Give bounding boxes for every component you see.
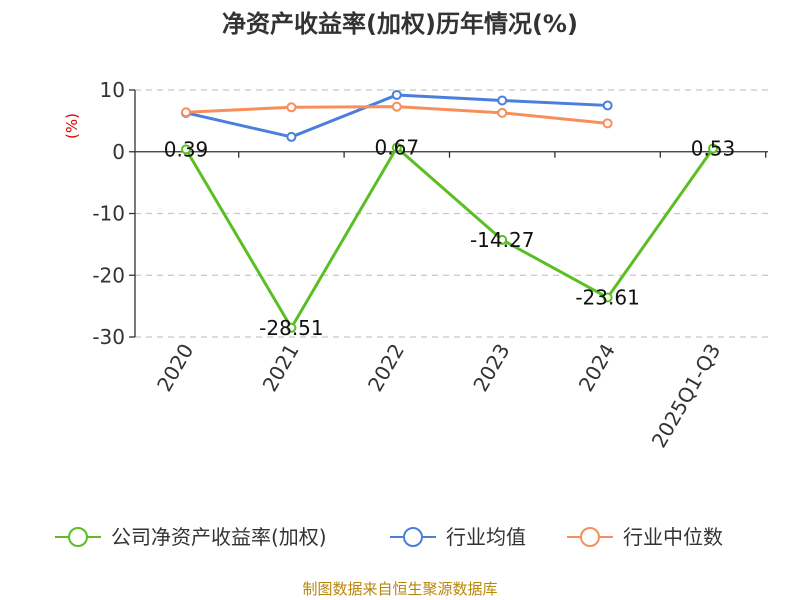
data-point <box>181 144 191 155</box>
legend-label: 行业中位数 <box>623 525 723 549</box>
data-label: 0.67 <box>375 136 420 160</box>
data-point <box>181 107 191 118</box>
data-point <box>497 95 508 106</box>
y-tick-label: 10 <box>100 78 125 102</box>
y-axis-unit: (%) <box>63 113 81 139</box>
data-point <box>602 118 613 129</box>
x-tick-label: 2024 <box>574 340 620 396</box>
y-tick-label: 0 <box>112 140 125 164</box>
legend-swatch-marker <box>68 527 88 547</box>
source-note: 制图数据来自恒生聚源数据库 <box>302 580 497 598</box>
data-label: 0.53 <box>691 136 736 160</box>
data-point <box>391 89 402 100</box>
grid-lines <box>135 89 768 338</box>
axes: 10 0 -10 -20 -30 2020 2021 2022 2023 2024 2025Q1-Q… <box>92 78 768 452</box>
data-point <box>497 107 508 118</box>
data-point <box>602 292 613 303</box>
data-point <box>391 142 402 153</box>
x-tick-label: 2022 <box>363 340 409 396</box>
data-point <box>286 322 297 333</box>
y-tick-label: -30 <box>92 325 125 349</box>
y-tick-label: -10 <box>92 202 125 226</box>
series-group <box>181 89 718 333</box>
data-point <box>602 100 613 111</box>
legend: 公司净资产收益率(加权) 行业均值 行业中位数 <box>55 525 723 549</box>
x-tick-label: 2025Q1-Q3 <box>647 340 726 452</box>
data-label: 0.39 <box>164 137 209 161</box>
series-line <box>184 146 715 330</box>
data-point <box>708 143 718 154</box>
data-labels: 0.39 -28.51 0.67 -14.27 -23.61 0.53 <box>164 136 736 340</box>
data-label: -23.61 <box>575 286 639 310</box>
data-label: -28.51 <box>259 316 323 340</box>
legend-label: 行业均值 <box>446 525 526 549</box>
y-tick-label: -20 <box>92 263 125 287</box>
data-point <box>286 131 297 142</box>
legend-swatch-marker <box>580 527 600 547</box>
legend-label: 公司净资产收益率(加权) <box>111 525 327 549</box>
x-tick-label: 2020 <box>152 340 198 396</box>
data-point <box>497 234 508 245</box>
data-label: -14.27 <box>470 228 534 252</box>
x-tick-label: 2023 <box>468 340 514 396</box>
legend-swatch-marker <box>403 527 423 547</box>
chart-title: 净资产收益率(加权)历年情况(%) <box>222 10 578 38</box>
data-point <box>286 102 297 113</box>
x-tick-label: 2021 <box>257 340 303 396</box>
data-point <box>391 101 402 112</box>
